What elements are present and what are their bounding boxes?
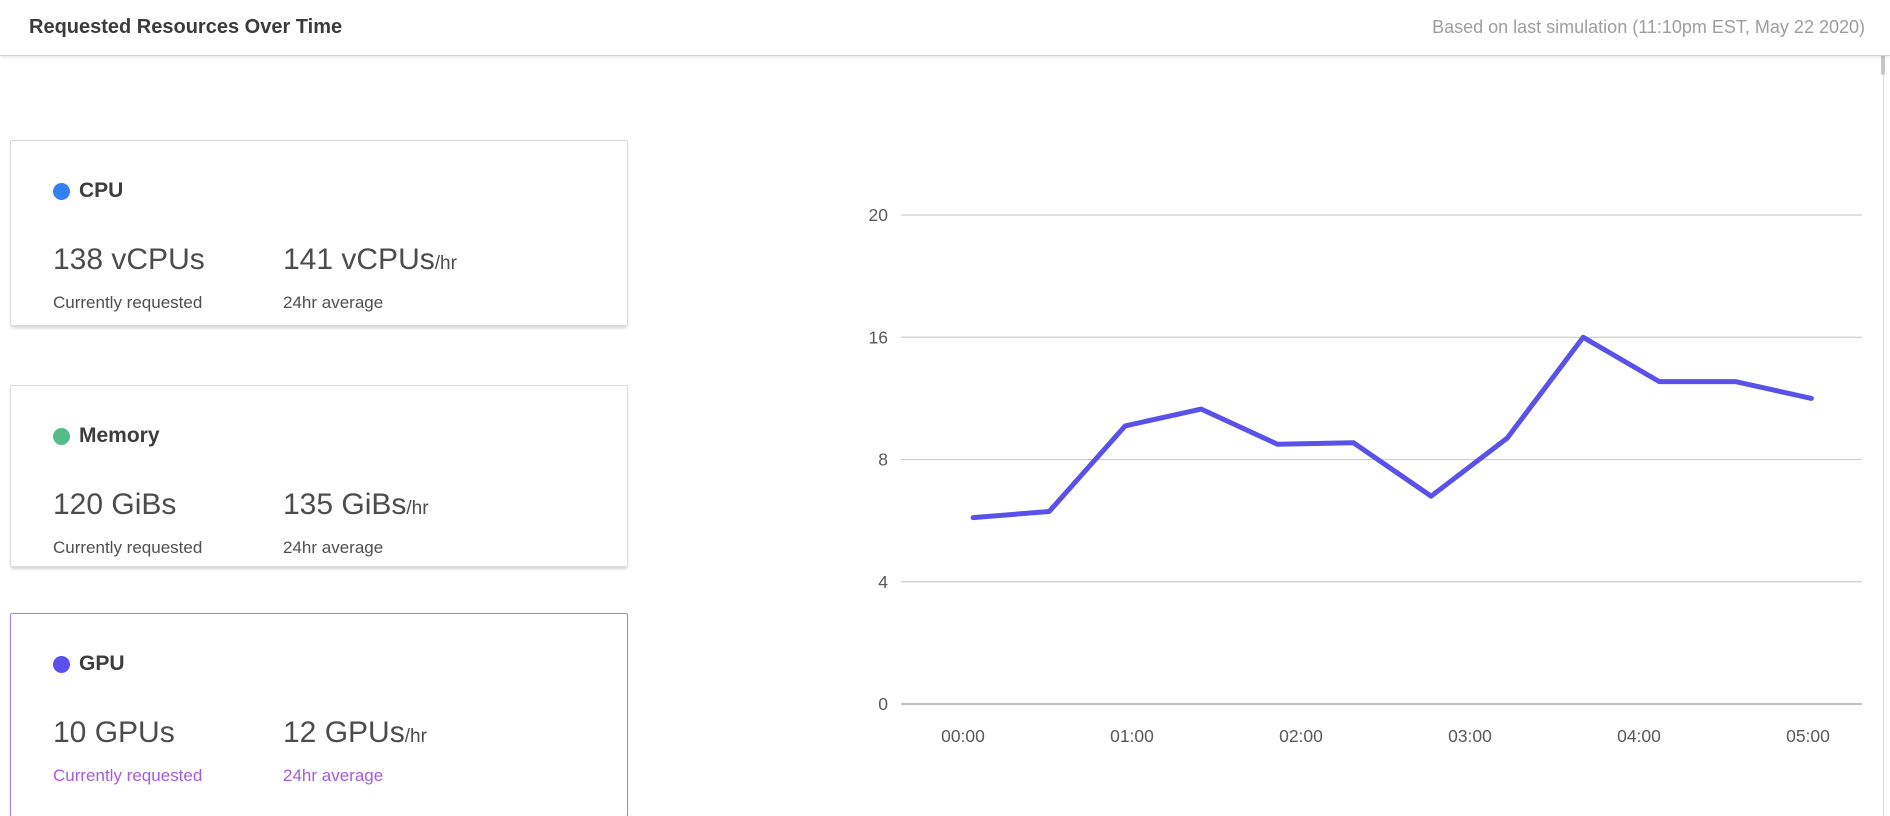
cpu-legend-dot-icon [53, 182, 70, 200]
gpu-current-caption: Currently requested [53, 766, 203, 785]
memory-current-caption: Currently requested [53, 538, 203, 557]
memory-current-value: 120 GiBs [53, 488, 177, 521]
gpu-card-header: GPU [53, 652, 125, 676]
cpu-metric-card[interactable]: CPU 138 vCPUs 141 vCPUs/hr Currently req… [10, 140, 628, 326]
gpu-average-value: 12 GPUs/hr [283, 716, 427, 750]
cpu-current-caption: Currently requested [53, 293, 203, 312]
memory-card-label: Memory [79, 424, 160, 447]
y-axis-tick-label-20: 20 [869, 205, 889, 225]
gpu-current-value: 10 GPUs [53, 716, 175, 749]
last-simulation-note: Based on last simulation (11:10pm EST, M… [1432, 17, 1865, 37]
memory-average-caption: 24hr average [283, 538, 384, 557]
gpu-card-label: GPU [79, 652, 125, 675]
cpu-current-value: 138 vCPUs [53, 243, 205, 276]
gpu-average-number: 12 GPUs [283, 716, 405, 749]
y-axis-tick-label-16: 16 [869, 327, 888, 347]
y-axis-tick-label-8: 8 [878, 450, 888, 470]
x-axis-tick-label-02:00: 02:00 [1279, 726, 1323, 746]
gpu-average-suffix: /hr [404, 726, 427, 747]
cpu-average-value: 141 vCPUs/hr [283, 243, 457, 277]
memory-legend-dot-icon [53, 427, 70, 445]
y-axis-tick-label-0: 0 [878, 694, 888, 714]
memory-average-number: 135 GiBs [283, 488, 407, 521]
x-axis-tick-label-01:00: 01:00 [1110, 726, 1154, 746]
cpu-average-number: 141 vCPUs [283, 243, 435, 276]
line-chart-svg: 0 4 8 16 20 00:00 01:00 02:00 03:00 04:00 05:00 [869, 205, 1862, 746]
memory-metric-card[interactable]: Memory 120 GiBs 135 GiBs/hr Currently re… [10, 385, 628, 567]
x-axis-tick-label-05:00: 05:00 [1786, 726, 1830, 746]
x-axis-tick-label-04:00: 04:00 [1617, 726, 1661, 746]
scrollbar-track[interactable] [1883, 13, 1884, 816]
gpu-average-caption: 24hr average [283, 766, 384, 785]
series-line-gpu-requested [970, 334, 1814, 521]
resources-line-chart: 0 4 8 16 20 00:00 01:00 02:00 03:00 04:00 05:00 [740, 140, 1890, 760]
cpu-card-header: CPU [53, 179, 123, 203]
x-axis-tick-label-03:00: 03:00 [1448, 726, 1492, 746]
page-title: Requested Resources Over Time [29, 16, 343, 38]
cpu-card-label: CPU [79, 179, 124, 202]
x-axis-tick-label-00:00: 00:00 [941, 726, 985, 746]
y-axis-tick-label-4: 4 [878, 572, 888, 592]
memory-average-suffix: /hr [406, 498, 429, 519]
gpu-metric-card[interactable]: GPU 10 GPUs 12 GPUs/hr Currently request… [10, 613, 628, 816]
cpu-average-suffix: /hr [434, 253, 457, 274]
header-bar: Requested Resources Over Time Based on l… [0, 0, 1890, 56]
memory-card-header: Memory [53, 424, 160, 448]
cpu-average-caption: 24hr average [283, 293, 384, 312]
gpu-legend-dot-icon [53, 655, 70, 673]
memory-average-value: 135 GiBs/hr [283, 488, 429, 522]
